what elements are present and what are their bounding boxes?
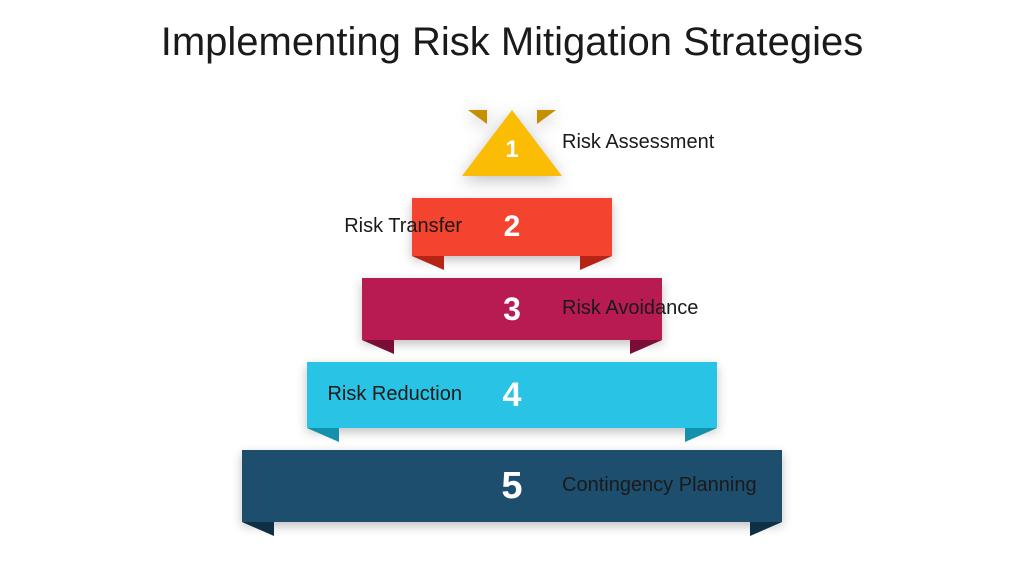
fold-right xyxy=(750,522,782,536)
fold-left xyxy=(362,340,394,354)
fold-right xyxy=(537,110,556,124)
pyramid-layer-5: 5 Contingency Planning xyxy=(242,450,782,522)
layer-number: 2 xyxy=(504,210,521,244)
pyramid-layer-1: 1Risk Assessment xyxy=(462,110,562,176)
layer-label: Contingency Planning xyxy=(562,474,757,497)
layer-label: Risk Reduction xyxy=(327,383,462,406)
fold-right xyxy=(630,340,662,354)
fold-left xyxy=(307,428,339,442)
layer-label: Risk Avoidance xyxy=(562,297,698,320)
fold-right xyxy=(685,428,717,442)
layer-number: 3 xyxy=(503,291,521,328)
pyramid-layer-3: 3Risk Avoidance xyxy=(362,278,662,340)
layer-number: 1 xyxy=(505,136,518,164)
layer-number: 5 xyxy=(501,465,522,508)
fold-left xyxy=(468,110,487,124)
pyramid-layer-2: 2Risk Transfer xyxy=(412,198,612,256)
pyramid-layer-4: 4 Risk Reduction xyxy=(307,362,717,428)
pyramid-diagram: 1Risk Assessment2Risk Transfer3Risk Avoi… xyxy=(202,110,822,550)
page-title: Implementing Risk Mitigation Strategies xyxy=(0,20,1024,65)
layer-label: Risk Transfer xyxy=(344,215,462,238)
pyramid-apex: 1 xyxy=(462,110,562,176)
fold-right xyxy=(580,256,612,270)
layer-number: 4 xyxy=(503,376,522,415)
fold-left xyxy=(412,256,444,270)
fold-left xyxy=(242,522,274,536)
layer-label: Risk Assessment xyxy=(562,131,714,154)
